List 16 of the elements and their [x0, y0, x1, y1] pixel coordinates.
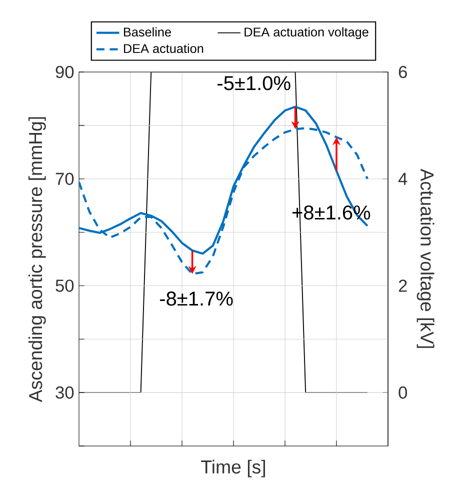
y2-tick-label: 6 — [398, 66, 407, 78]
x-axis-title: Time [s] — [201, 460, 265, 478]
y2-tick-label: 2 — [398, 280, 407, 292]
y2-tick-label: 0 — [398, 386, 407, 399]
annotation: -8±1.7% — [160, 292, 233, 306]
y-tick-label: 90 — [56, 66, 74, 78]
y-tick-label: 70 — [56, 172, 74, 185]
y-tick-label: 30 — [56, 386, 74, 399]
annotation: -5±1.0% — [218, 76, 290, 90]
y2-tick-label: 4 — [398, 172, 408, 185]
legend-label: Baseline — [124, 27, 171, 37]
y-axis-title: Ascending aortic pressure [mmHg] — [28, 117, 46, 402]
legend-label: DEA actuation — [124, 44, 204, 54]
legend-label: DEA actuation voltage — [244, 27, 368, 40]
y2-axis-title: Actuation voltage [kV] — [416, 168, 434, 348]
y-tick-label: 50 — [56, 280, 74, 292]
